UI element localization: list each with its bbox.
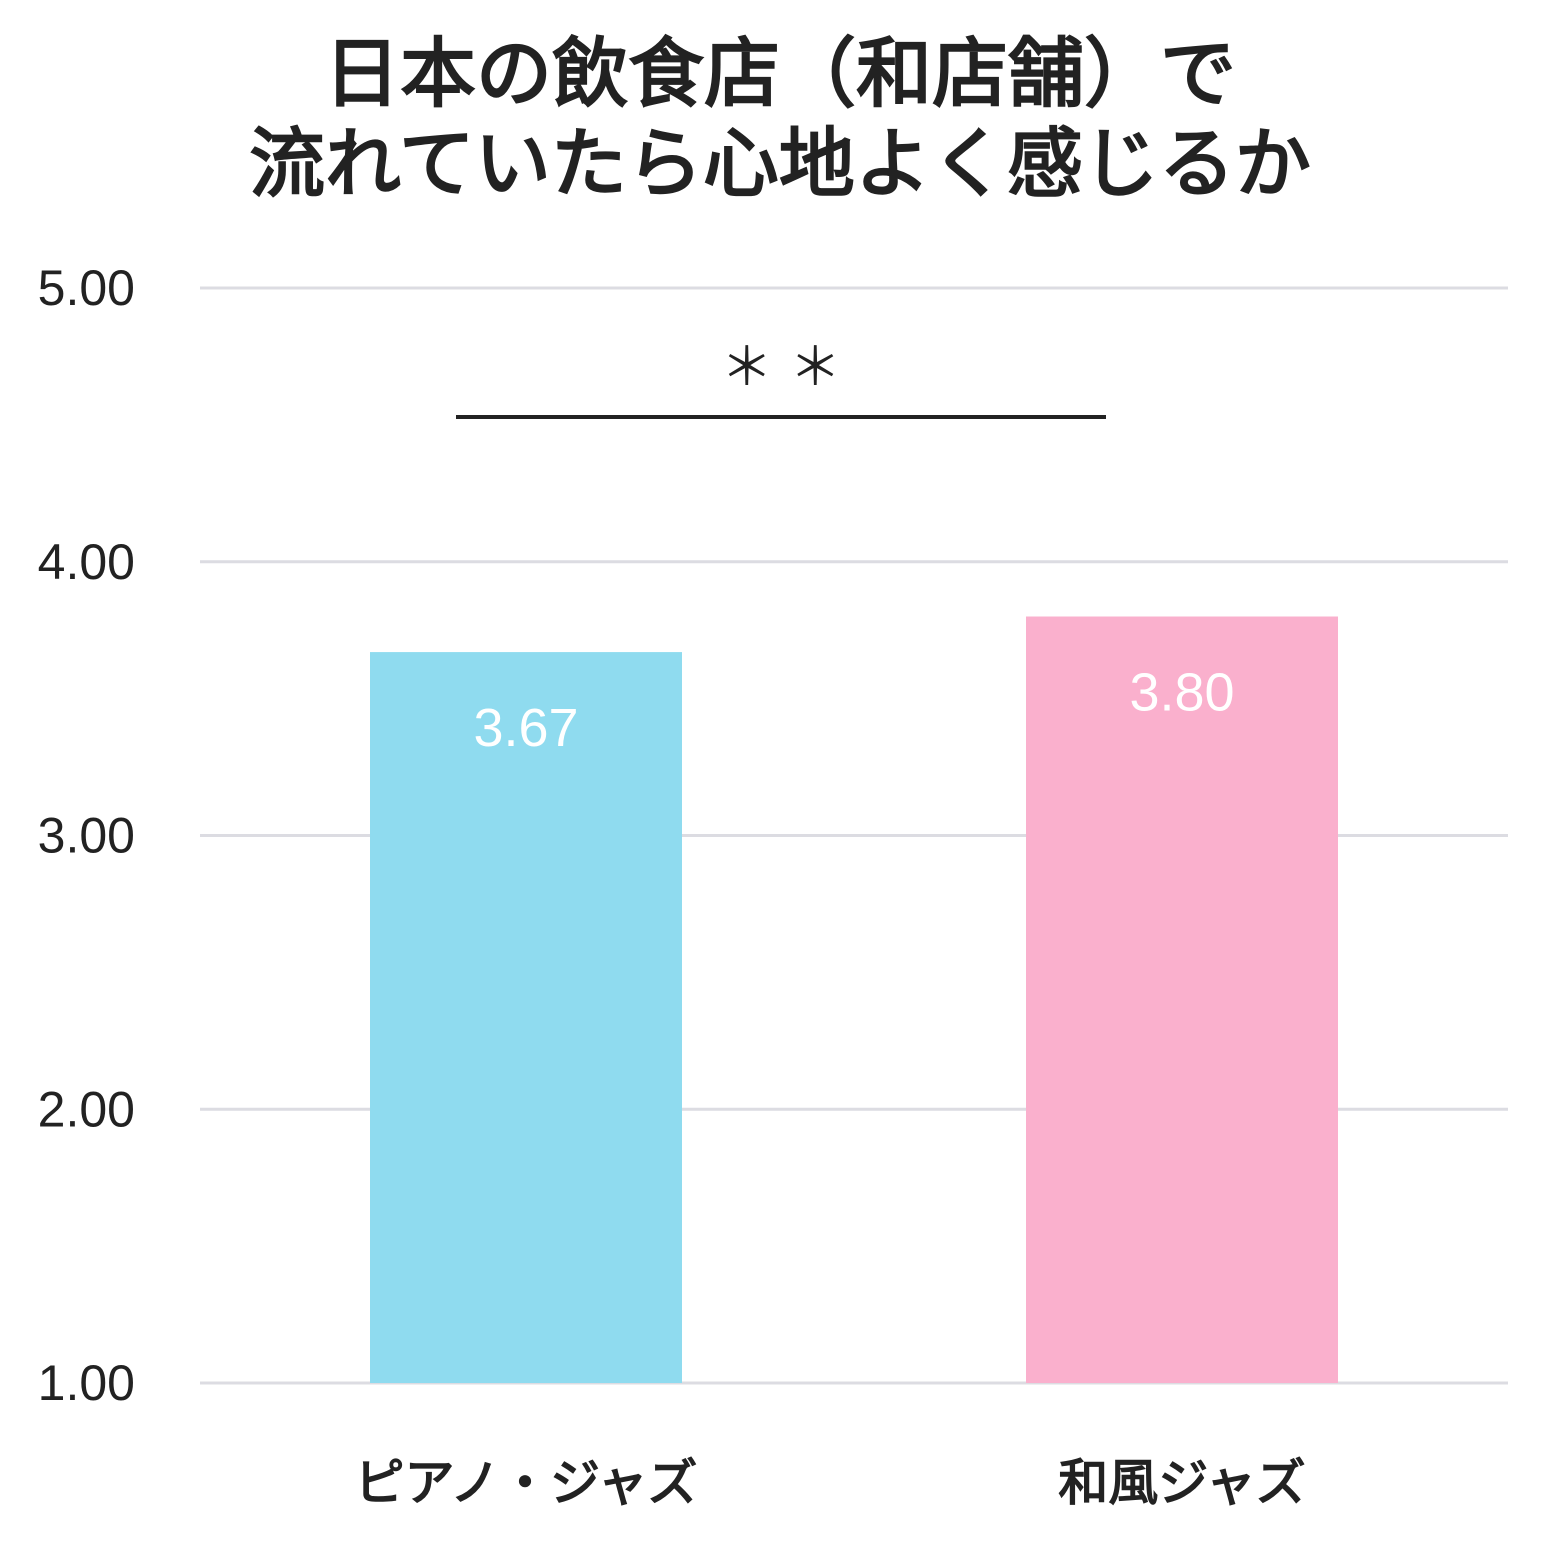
y-tick-label: 5.00 <box>38 260 135 316</box>
x-axis-category-labels: ピアノ・ジャズ 和風ジャズ <box>355 1454 1306 1512</box>
significance-label: ＊ ＊ <box>721 338 842 398</box>
chart-title: 日本の飲食店（和店舗）で 流れていたら心地よく感じるか <box>249 29 1311 208</box>
chart-title-line-2: 流れていたら心地よく感じるか <box>249 119 1311 208</box>
category-label: 和風ジャズ <box>1058 1454 1306 1512</box>
y-tick-label: 2.00 <box>38 1081 135 1137</box>
y-tick-label: 3.00 <box>38 808 135 864</box>
data-label: 3.80 <box>1129 663 1234 723</box>
category-label: ピアノ・ジャズ <box>355 1454 698 1512</box>
data-label: 3.67 <box>473 698 578 758</box>
chart-title-line-1: 日本の飲食店（和店舗）で <box>324 29 1236 118</box>
y-tick-label: 4.00 <box>38 534 135 590</box>
data-labels: 3.67 3.80 <box>473 663 1234 759</box>
bar <box>1026 616 1338 1383</box>
y-tick-label: 1.00 <box>38 1355 135 1411</box>
significance-annotation: ＊ ＊ <box>456 338 1106 419</box>
bars <box>370 616 1338 1383</box>
bar <box>370 652 682 1383</box>
y-axis-tick-labels: 1.00 2.00 3.00 4.00 5.00 <box>38 260 135 1411</box>
